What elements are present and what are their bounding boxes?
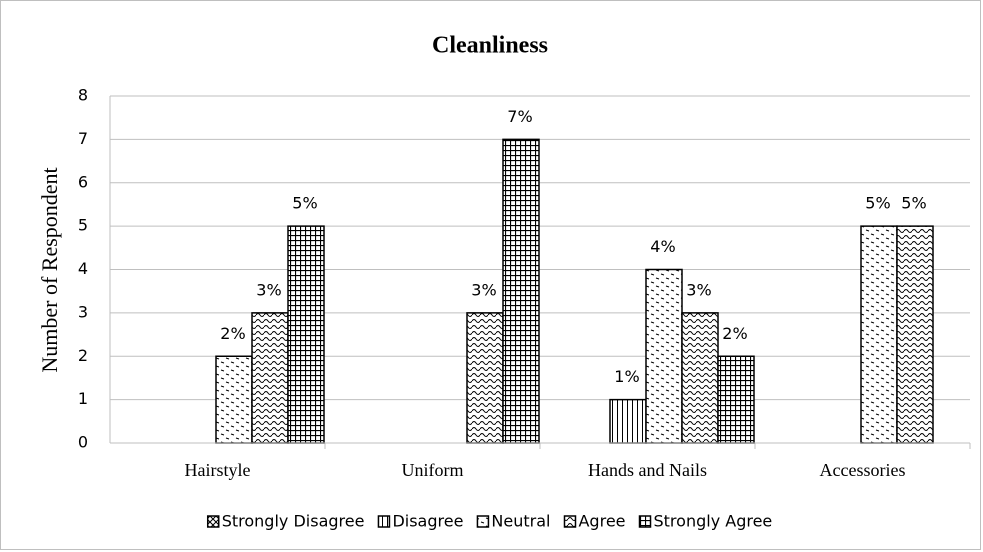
bar bbox=[681, 312, 719, 444]
legend-swatch bbox=[563, 515, 577, 528]
y-tick-label: 5 bbox=[78, 216, 88, 235]
x-tick-label: Hairstyle bbox=[185, 460, 251, 480]
legend-swatch bbox=[638, 515, 652, 528]
y-tick-label: 2 bbox=[78, 346, 88, 365]
x-tick-label: Accessories bbox=[820, 460, 906, 480]
y-tick-label: 6 bbox=[78, 172, 88, 191]
bar bbox=[502, 138, 540, 444]
data-label: 4% bbox=[650, 237, 675, 256]
data-label: 7% bbox=[507, 107, 532, 126]
legend-swatch bbox=[476, 515, 490, 528]
x-tick-label: Hands and Nails bbox=[588, 460, 707, 480]
bar bbox=[717, 355, 755, 444]
legend-label: Neutral bbox=[491, 512, 550, 531]
data-label: 5% bbox=[865, 194, 890, 213]
data-label: 3% bbox=[686, 280, 711, 299]
y-tick-label: 1 bbox=[78, 389, 88, 408]
data-label: 5% bbox=[292, 194, 317, 213]
data-label: 2% bbox=[722, 324, 747, 343]
bar bbox=[215, 355, 253, 444]
bar bbox=[251, 312, 289, 444]
data-label: 2% bbox=[220, 324, 245, 343]
bar bbox=[645, 268, 683, 444]
data-label: 5% bbox=[901, 194, 926, 213]
y-tick-label: 8 bbox=[78, 86, 88, 105]
bar bbox=[466, 312, 504, 444]
legend-label: Disagree bbox=[392, 512, 463, 531]
bar bbox=[287, 225, 325, 444]
y-tick-label: 4 bbox=[78, 259, 88, 278]
chart-title: Cleanliness bbox=[432, 33, 548, 59]
legend-label: Strongly Disagree bbox=[222, 512, 365, 531]
data-label: 3% bbox=[256, 280, 281, 299]
y-axis-label: Number of Respondent bbox=[37, 167, 62, 372]
data-label: 3% bbox=[471, 280, 496, 299]
data-label: 1% bbox=[614, 367, 639, 386]
legend-swatch bbox=[377, 515, 391, 528]
y-tick-label: 0 bbox=[78, 433, 88, 452]
legend-swatch bbox=[206, 515, 220, 528]
bar bbox=[896, 225, 934, 444]
y-tick-label: 3 bbox=[78, 302, 88, 321]
legend-label: Strongly Agree bbox=[654, 512, 773, 531]
x-tick-label: Uniform bbox=[402, 460, 464, 480]
bar bbox=[609, 398, 647, 444]
y-tick-label: 7 bbox=[78, 129, 88, 148]
legend-label: Agree bbox=[578, 512, 625, 531]
bar bbox=[860, 225, 898, 444]
